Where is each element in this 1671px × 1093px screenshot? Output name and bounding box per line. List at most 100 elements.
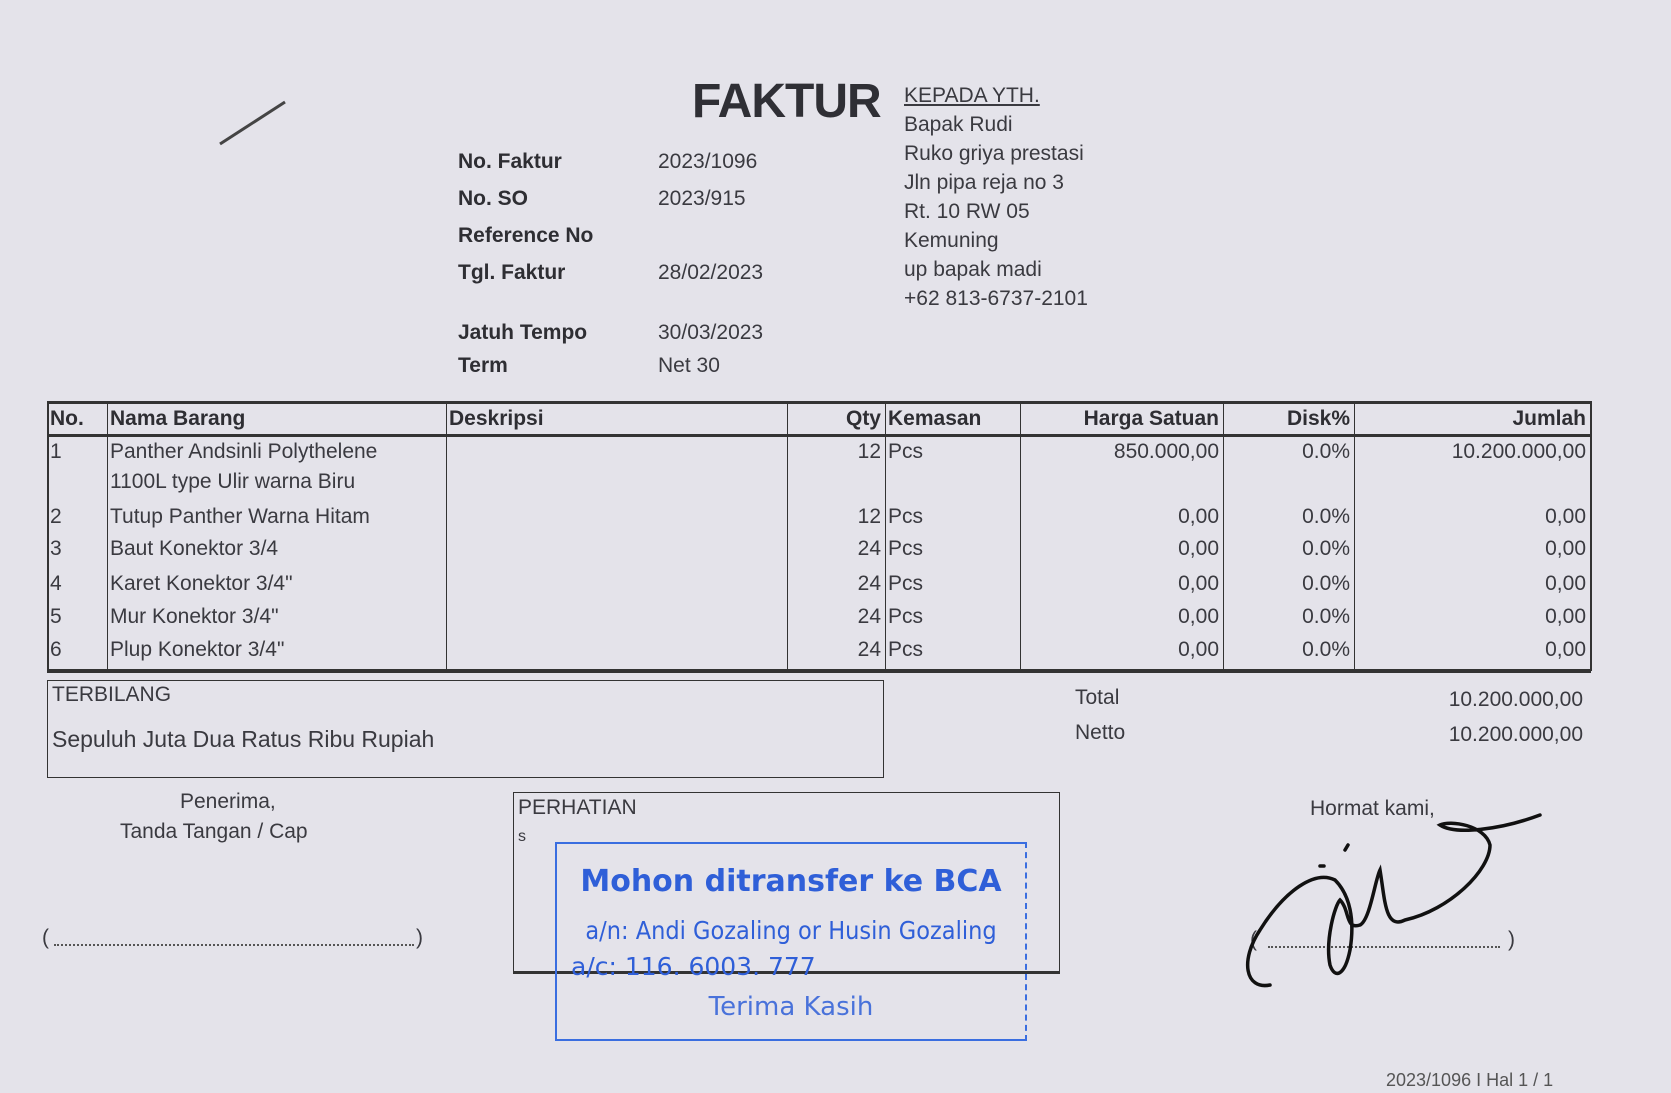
table-cell-disc: 0.0%: [1302, 440, 1350, 463]
receiver-signature-line: [54, 944, 414, 946]
sender-signature-line: [1268, 946, 1500, 948]
table-cell-qty: 24: [857, 537, 881, 560]
table-cell-name-cont: 1100L type Ulir warna Biru: [110, 470, 356, 493]
table-cell-price: 850.000,00: [1113, 440, 1219, 463]
sender-label: Hormat kami,: [1310, 797, 1435, 820]
table-column-divider: [885, 401, 886, 671]
table-cell-price: 0,00: [1178, 572, 1219, 595]
table-cell-price: 0,00: [1178, 537, 1219, 560]
table-column-divider: [446, 401, 447, 671]
meta-value: 2023/1096: [658, 150, 758, 173]
meta-label: No. Faktur: [458, 150, 562, 173]
table-cell-qty: 12: [857, 505, 881, 528]
table-cell-unit: Pcs: [888, 605, 924, 628]
table-cell-disc: 0.0%: [1302, 537, 1350, 560]
table-header-0: No.: [50, 407, 84, 430]
terbilang-label: TERBILANG: [52, 683, 172, 706]
table-cell-no: 6: [50, 638, 62, 661]
table-cell-name: Plup Konektor 3/4": [110, 638, 285, 661]
table-cell-disc: 0.0%: [1302, 638, 1350, 661]
recipient-line: Jln pipa reja no 3: [904, 171, 1064, 194]
receiver-label: Penerima,: [180, 790, 276, 813]
stamp-account-number: a/c: 116. 6003. 777: [571, 952, 816, 981]
terbilang-box: [47, 680, 884, 778]
table-column-divider: [1223, 401, 1224, 671]
meta-label: No. SO: [458, 187, 529, 210]
recipient-line: Kemuning: [904, 229, 999, 252]
table-column-divider: [787, 401, 788, 671]
table-cell-qty: 12: [857, 440, 881, 463]
table-header-5: Harga Satuan: [1083, 407, 1219, 430]
attention-box: [513, 792, 1060, 974]
table-header-2: Deskripsi: [449, 407, 544, 430]
total-value: 10.200.000,00: [1448, 688, 1583, 711]
table-header-3: Qty: [845, 407, 881, 430]
stamp-thanks: Terima Kasih: [708, 992, 874, 1022]
handwritten-signature: [1245, 813, 1542, 988]
meta-value: 30/03/2023: [658, 321, 764, 344]
receiver-open-paren: (: [42, 926, 49, 949]
table-cell-name: Tutup Panther Warna Hitam: [110, 505, 370, 528]
table-header-6: Disk%: [1286, 407, 1350, 430]
meta-label: Reference No: [458, 224, 594, 247]
table-cell-unit: Pcs: [888, 537, 924, 560]
table-column-divider: [47, 401, 49, 671]
table-cell-disc: 0.0%: [1302, 572, 1350, 595]
table-cell-name: Mur Konektor 3/4": [110, 605, 279, 628]
table-cell-name: Karet Konektor 3/4": [110, 572, 293, 595]
stamp-account-name: a/n: Andi Gozaling or Husin Gozaling: [585, 916, 997, 945]
table-cell-unit: Pcs: [888, 505, 924, 528]
attention-note: s: [518, 828, 526, 845]
staple-mark: [219, 100, 286, 146]
table-cell-unit: Pcs: [888, 638, 924, 661]
meta-label: Term: [458, 354, 508, 377]
meta-value: 28/02/2023: [658, 261, 764, 284]
netto-label: Netto: [1075, 721, 1126, 744]
document-title: FAKTUR: [692, 75, 882, 128]
recipient-line: up bapak madi: [904, 258, 1042, 281]
table-cell-disc: 0.0%: [1302, 505, 1350, 528]
terbilang-text: Sepuluh Juta Dua Ratus Ribu Rupiah: [52, 726, 435, 752]
recipient-heading: KEPADA YTH.: [904, 84, 1040, 107]
table-header-border: [47, 434, 1591, 437]
table-cell-no: 2: [50, 505, 62, 528]
bank-transfer-stamp: Mohon ditransfer ke BCA a/n: Andi Gozali…: [555, 842, 1027, 1041]
table-header-1: Nama Barang: [110, 407, 246, 430]
table-cell-total: 0,00: [1545, 505, 1586, 528]
recipient-line: Ruko griya prestasi: [904, 142, 1084, 165]
table-cell-name: Panther Andsinli Polythelene: [110, 440, 378, 463]
table-cell-total: 0,00: [1545, 605, 1586, 628]
table-cell-no: 5: [50, 605, 62, 628]
meta-label: Jatuh Tempo: [458, 321, 588, 344]
table-column-divider: [1354, 401, 1355, 671]
recipient-line: +62 813-6737-2101: [904, 287, 1088, 310]
table-top-border: [47, 401, 1591, 404]
table-cell-total: 0,00: [1545, 572, 1586, 595]
page-footer: 2023/1096 I Hal 1 / 1: [1386, 1070, 1554, 1090]
table-cell-price: 0,00: [1178, 605, 1219, 628]
table-cell-unit: Pcs: [888, 440, 924, 463]
table-column-divider: [1020, 401, 1021, 671]
recipient-line: Bapak Rudi: [904, 113, 1013, 136]
table-bottom-border: [47, 669, 1591, 673]
table-cell-total: 0,00: [1545, 638, 1586, 661]
meta-value: 2023/915: [658, 187, 746, 210]
table-column-divider: [1590, 401, 1592, 671]
table-cell-total: 0,00: [1545, 537, 1586, 560]
table-cell-price: 0,00: [1178, 505, 1219, 528]
total-label: Total: [1075, 686, 1120, 709]
netto-value: 10.200.000,00: [1448, 723, 1583, 746]
table-header-7: Jumlah: [1512, 407, 1586, 430]
table-cell-qty: 24: [857, 572, 881, 595]
table-column-divider: [107, 401, 108, 671]
table-header-4: Kemasan: [888, 407, 982, 430]
stamp-line: Mohon ditransfer ke BCA: [580, 864, 1002, 899]
table-cell-disc: 0.0%: [1302, 605, 1350, 628]
table-cell-qty: 24: [857, 638, 881, 661]
table-cell-total: 10.200.000,00: [1451, 440, 1586, 463]
attention-label: PERHATIAN: [518, 796, 637, 819]
table-cell-name: Baut Konektor 3/4: [110, 537, 279, 560]
receiver-close-paren: ): [416, 926, 423, 949]
table-cell-unit: Pcs: [888, 572, 924, 595]
